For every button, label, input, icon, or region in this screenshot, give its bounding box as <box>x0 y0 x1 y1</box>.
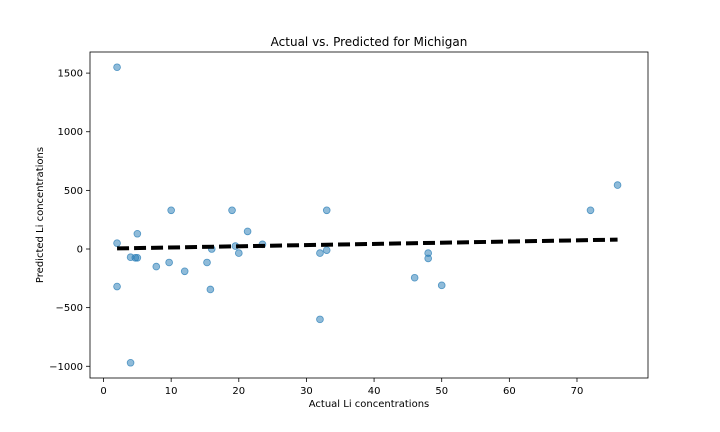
data-point <box>243 227 252 236</box>
data-point <box>235 249 243 257</box>
x-tick-label: 40 <box>368 386 381 397</box>
fit-line <box>117 237 618 251</box>
x-axis-ticks: 0 10 20 30 40 50 60 70 <box>100 378 583 397</box>
y-tick-label: 500 <box>64 186 83 197</box>
y-axis-ticks: −1000 −500 0 500 1000 1500 <box>49 69 90 373</box>
data-point <box>180 267 189 276</box>
y-axis-label: Predicted Li concentrations <box>35 147 46 283</box>
data-point <box>316 249 324 257</box>
data-point <box>322 246 331 254</box>
data-point <box>133 229 142 238</box>
x-tick-label: 0 <box>100 386 106 397</box>
plot-area-frame <box>89 51 649 379</box>
x-tick-label: 60 <box>503 386 516 397</box>
fit-line-layer <box>117 237 618 251</box>
x-tick-label: 50 <box>435 386 448 397</box>
y-tick-label: 1500 <box>58 69 83 80</box>
data-point <box>126 358 135 367</box>
data-point <box>133 253 142 262</box>
data-point <box>322 206 331 215</box>
data-point <box>113 63 121 72</box>
x-tick-label: 30 <box>300 386 313 397</box>
data-point <box>113 239 121 247</box>
x-tick-label: 10 <box>165 386 178 397</box>
data-point <box>167 206 175 215</box>
x-tick-label: 70 <box>571 386 584 397</box>
y-tick-label: −1000 <box>49 362 83 373</box>
data-point <box>613 181 622 189</box>
chart-title: Actual vs. Predicted for Michigan <box>271 35 468 49</box>
data-point <box>424 254 432 263</box>
x-tick-label: 20 <box>232 386 245 397</box>
y-tick-label: −500 <box>56 303 83 314</box>
data-point <box>228 206 236 215</box>
data-point <box>437 281 446 290</box>
data-point <box>203 258 211 267</box>
data-point <box>410 273 419 282</box>
y-tick-label: 1000 <box>58 127 83 138</box>
data-point <box>586 206 595 215</box>
points-layer <box>113 63 622 367</box>
data-point <box>113 282 121 291</box>
x-axis-label: Actual Li concentrations <box>309 399 430 410</box>
y-tick-label: 0 <box>77 245 83 256</box>
data-point <box>152 262 161 271</box>
data-point <box>206 285 215 294</box>
data-point <box>316 315 324 324</box>
data-point <box>165 258 173 267</box>
